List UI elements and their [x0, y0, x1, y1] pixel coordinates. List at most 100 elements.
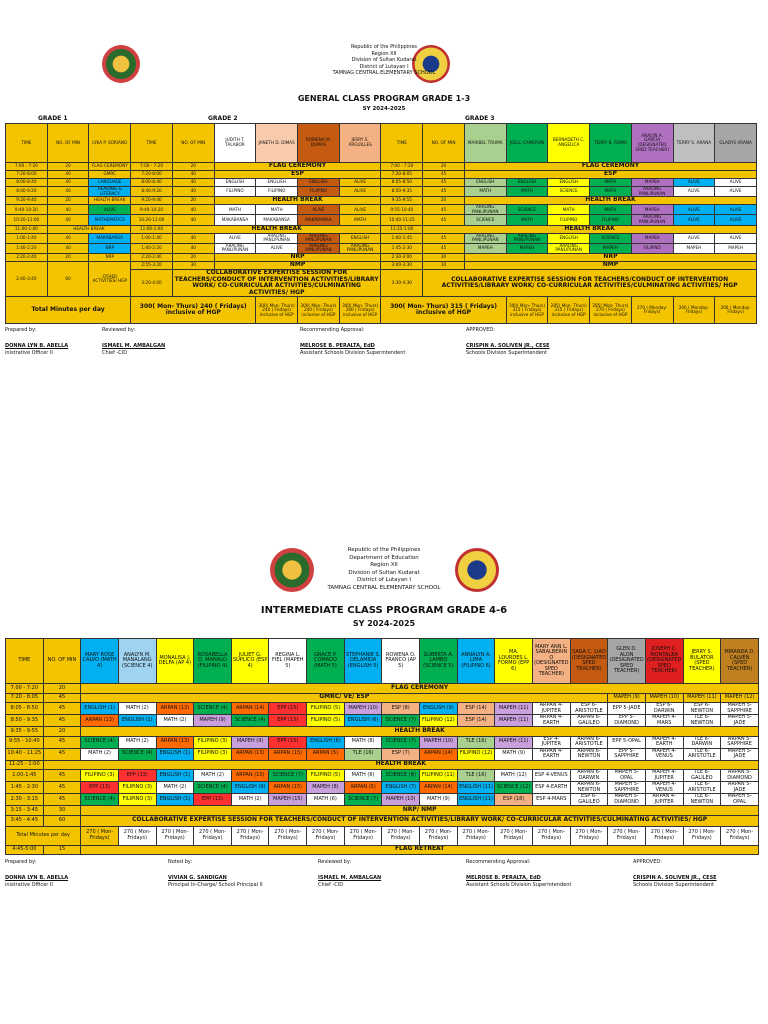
header-cell: NO. OF MIN	[422, 123, 465, 163]
schedule-row: 7:20 - 8:05 45 GMRC/ VE/ ESP MAPEH (9) MAPEH…	[5, 692, 759, 703]
signature-name: ISMAEL M. AMBALGAN	[318, 875, 382, 881]
cell: FILIPINO (5)	[306, 714, 345, 727]
cell: ARPAN (13)	[155, 702, 195, 715]
cell: 11:00-1:00	[130, 224, 173, 234]
cell: FLAG CEREMONY	[463, 162, 758, 171]
cell: MAPEH	[714, 242, 757, 255]
cell: FILIPINO (11)	[419, 769, 458, 782]
cell: SCIENCE (7)	[381, 714, 421, 727]
cell: 11:00-1:00	[5, 224, 48, 234]
header-cell: GLEN D. ALON (DESIGNATED SPED TEACHER)	[607, 638, 646, 684]
cell: ALIVE	[672, 214, 716, 226]
cell: 40	[46, 178, 90, 187]
cell: 45	[42, 735, 82, 749]
cell: 270 ( Mon- Fridays)	[117, 825, 157, 846]
header-line: Division of Sultan Kudarat	[351, 57, 417, 63]
header-cell: JUDITH T. TALABOR	[213, 123, 257, 163]
cell: ENGLISH (1)	[80, 702, 119, 715]
cell: ESP 4-MARS	[531, 793, 571, 806]
cell: TLE 6-GALILEO	[682, 769, 722, 782]
schedule-row: Total Minutes per day 270 ( Mon- Fridays)…	[4, 825, 759, 846]
cell: SCIENCE (7)	[268, 769, 308, 782]
cell: 45	[422, 232, 465, 244]
cell: 270 ( Mon- Fridays)	[607, 825, 646, 846]
cell: NRP	[88, 253, 132, 263]
schedule-row: 4:45-5:00 15 FLAG RETREAT	[5, 844, 759, 855]
cell: ENGLISH	[338, 232, 382, 244]
cell: 9:20-9:40	[130, 196, 173, 206]
cell: MAPEH	[463, 242, 507, 255]
cell: ARPAN (15)	[268, 781, 308, 794]
header-cell: GUBERTA A. LAMBO (SCIENCE 5)	[419, 638, 458, 684]
cell: ALIVE	[714, 214, 757, 226]
cell: 7:00 - 7:20	[5, 683, 44, 694]
cell: ALIVE	[714, 178, 757, 187]
cell: ALIVE	[672, 178, 716, 187]
cell: 270 ( Mon- Fridays)	[531, 825, 571, 846]
cell: 30	[422, 253, 465, 263]
cell: ESP 6-DARWIN	[644, 702, 684, 715]
header-cell: LYKA P. SORIANO	[88, 123, 132, 163]
cell: 20	[171, 162, 215, 171]
header-cell: MIRANDA D. CALVEN (SPED TEACHER)	[720, 638, 759, 684]
header-cell: MARIBEL TRUMA	[463, 123, 507, 163]
cell: EPP (13)	[80, 781, 119, 794]
cell: ESP (7)	[381, 747, 421, 761]
cell: 30	[42, 805, 82, 816]
cell: EPP 5-SAPPHIRE	[607, 747, 646, 761]
header-cell: TIME	[130, 123, 173, 163]
cell: SCIENCE (4)	[193, 781, 232, 794]
signature-name: CRISPIN A. SOLIVEN JR., CESE	[633, 875, 717, 881]
cell: MATHEMATICS	[88, 214, 132, 226]
cell: 45	[42, 714, 82, 727]
cell: 9:20-9:40	[5, 196, 48, 206]
cell: 1:45-2:30	[380, 242, 424, 255]
cell: 7:00 - 7:20	[130, 162, 173, 171]
schedule-row: 11:25 - 1:00 HEALTH BREAK	[5, 759, 760, 770]
schedule-row: 8:05 - 8:50 45 ENGLISH (1) MATH (2) ARPAN (1…	[5, 702, 759, 715]
header-cell: JERRY S. ARGUILLES	[338, 123, 382, 163]
signature-name: MELROSE B. PERALTA, EdD	[300, 343, 375, 350]
cell: 7:00 - 7:20	[5, 162, 48, 171]
cell: 20	[46, 162, 90, 171]
cell: MAPEH (10)	[419, 735, 458, 749]
cell: FILIPINO (5)	[306, 702, 345, 715]
cell: 45	[422, 204, 465, 216]
cell: FLAG CEREMONY	[88, 162, 132, 171]
logo	[102, 45, 140, 83]
cell: OTHER ACTIVITIES/ HGP	[88, 261, 132, 298]
schedule-row: 11:00-1:00 HEALTH BREAK 11:00-1:00 HEALTH B…	[5, 224, 757, 234]
logo	[412, 45, 450, 83]
cell: FILIPINO (3)	[193, 747, 232, 761]
cell: 270 ( Mon- Fridays)	[720, 825, 759, 846]
cell: ARPAN (14)	[419, 781, 458, 794]
cell: MAPEH (10)	[644, 692, 684, 703]
cell: 8:05-8:50	[380, 178, 424, 187]
cell: ALIVE	[672, 185, 716, 198]
grade-label: GRADE 3	[465, 115, 495, 122]
cell: 270 ( Mon- Fridays)	[644, 825, 684, 846]
cell: MAPEH 5-SAPPHIRE	[720, 702, 759, 715]
cell: 270 ( Mon- Fridays)	[456, 825, 496, 846]
cell: 40	[171, 178, 215, 187]
cell: ARALING PANLIPUNAN	[630, 185, 674, 198]
cell: MAPEH 4-VENUS	[644, 781, 684, 794]
title: INTERMEDIATE CLASS PROGRAM GRADE 4-6	[260, 605, 508, 616]
schedule-row: Total Minutes per day 300( Mon- Thurs) 24…	[4, 296, 757, 325]
header-cell: GLADYS ARANA	[714, 123, 757, 163]
cell: 40	[46, 242, 90, 255]
cell: 8:00-8:40	[5, 178, 48, 187]
cell: MAPEH (9)	[193, 714, 232, 727]
signature-label: APPROVED:	[633, 859, 662, 865]
cell: SCIENCE (4)	[80, 735, 119, 749]
cell: 45	[42, 702, 82, 715]
cell: ARPAN 6-ARISTOTLE	[569, 735, 609, 749]
cell: ARALING PANLIPUNAN	[505, 232, 549, 244]
cell: MATH	[505, 214, 549, 226]
cell: TLE (16)	[456, 735, 496, 749]
cell: 10:20-11:00	[5, 214, 48, 226]
cell: SCIENCE	[589, 232, 632, 244]
signature: Noted by: VIVIAN G. SANDIGAN Principal In-…	[168, 859, 263, 889]
cell: FILIPINO	[589, 214, 632, 226]
cell: SCIENCE (12)	[494, 781, 533, 794]
